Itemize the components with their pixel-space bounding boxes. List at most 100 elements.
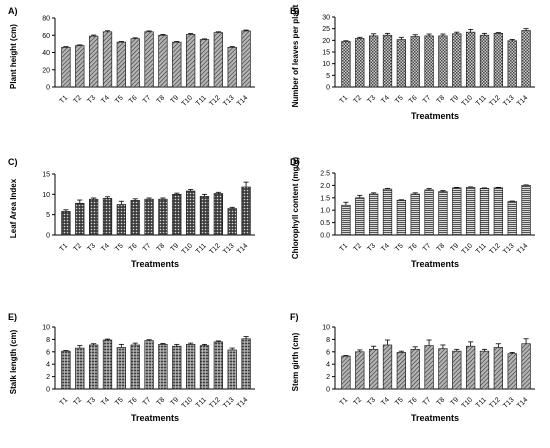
x-category-label: T6 [408,242,419,253]
x-category-label: T5 [114,94,125,105]
bar [465,187,476,236]
bar [452,187,462,236]
y-tick-label: 10 [322,325,330,332]
x-category-label: T10 [461,242,475,256]
y-tick-label: 2.0 [320,183,330,190]
x-category-label: T10 [461,396,475,410]
x-category-label: T5 [114,396,125,407]
x-category-label: T11 [195,94,208,107]
panel-letter: A) [8,6,18,16]
bar [158,34,168,88]
bar [368,35,379,88]
bar [382,188,393,236]
y-axis-label: Leaf Area Index [9,178,18,238]
x-category-label: T3 [86,242,97,253]
y-tick-label: 20 [322,38,330,45]
x-category-label: T9 [169,94,180,105]
y-tick-label: 15 [42,172,50,179]
bar [88,35,99,88]
bar [410,36,420,88]
bar [172,193,182,236]
y-tick-label: 30 [322,15,330,22]
x-category-label: T4 [100,94,111,105]
bar [479,188,490,236]
x-category-label: T9 [449,94,460,105]
bar [355,197,365,236]
y-tick-label: 4 [326,362,330,369]
y-tick-label: 0 [326,387,330,394]
bar [130,344,140,390]
bar [382,344,393,390]
bar [130,38,140,88]
bar [355,351,365,390]
bar [396,199,407,236]
bar [465,345,476,390]
bar [213,32,224,88]
x-category-label: T6 [128,94,139,105]
bar [199,345,210,390]
y-tick-label: 10 [322,61,330,68]
bar [507,201,517,236]
x-category-label: T14 [236,94,250,108]
x-category-label: T2 [352,94,363,105]
x-category-label: T1 [339,396,350,407]
bar [479,34,490,88]
bar [75,202,85,236]
x-category-label: T10 [181,94,195,108]
x-category-label: T14 [236,396,250,410]
bar [185,190,196,236]
y-tick-label: 6 [326,349,330,356]
bar [116,347,127,390]
bar [493,347,504,390]
bar [172,41,182,88]
bar [213,193,224,236]
y-tick-label: 0 [46,233,50,240]
y-tick-label: 40 [42,50,50,57]
bar [227,349,237,390]
y-tick-label: 0.0 [320,233,330,240]
x-category-label: T13 [222,396,236,410]
x-category-label: T6 [128,242,139,253]
x-category-label: T11 [475,396,488,409]
bar [396,39,407,88]
x-category-label: T13 [502,242,516,256]
bar [61,46,71,88]
x-category-label: T3 [366,396,377,407]
x-category-label: T11 [475,242,488,255]
y-tick-label: 0.5 [320,220,330,227]
x-category-label: T4 [380,94,391,105]
x-category-label: T10 [181,396,195,410]
panel-letter: B) [290,6,300,16]
y-tick-label: 60 [42,33,50,40]
bar [75,45,85,88]
y-tick-label: 8 [326,337,330,344]
x-category-label: T6 [128,396,139,407]
x-category-label: T1 [339,242,350,253]
chart-panel-d: D) 0.0 0.5 1.0 1.5 2.0 2.5 Chlorophyll content … [290,157,535,269]
bar [102,31,113,88]
bar [185,34,196,88]
bar [144,198,154,236]
x-category-label: T3 [366,94,377,105]
x-category-label: T1 [59,242,70,253]
bar [241,186,251,236]
bar [493,32,504,88]
x-category-label: T13 [502,94,516,108]
x-category-label: T8 [436,242,447,253]
bar [452,350,462,390]
x-category-label: T4 [100,242,111,253]
x-category-label: T12 [488,396,502,410]
x-category-label: T11 [195,242,208,255]
bar [465,31,476,88]
x-category-label: T2 [72,396,83,407]
y-tick-label: 0 [46,85,50,92]
bar [341,355,351,390]
x-category-label: T2 [72,242,83,253]
x-category-label: T7 [422,242,433,253]
x-category-label: T13 [222,94,236,108]
x-category-label: T1 [339,94,350,105]
bar [368,348,379,390]
x-category-label: T3 [366,242,377,253]
x-category-label: T9 [449,242,460,253]
